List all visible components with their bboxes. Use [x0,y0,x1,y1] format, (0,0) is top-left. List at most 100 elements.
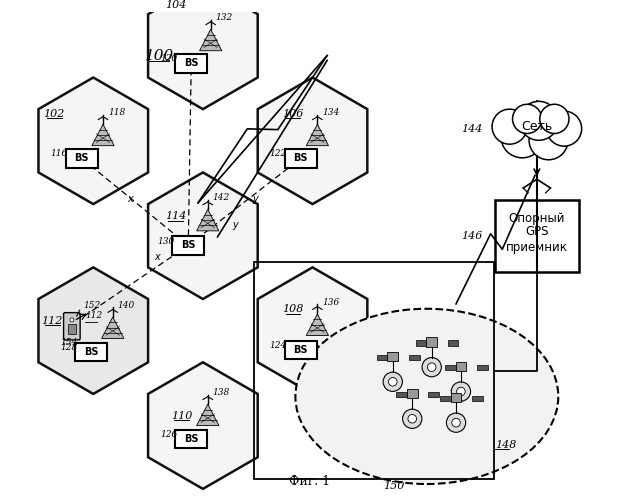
Text: Сеть: Сеть [521,120,552,133]
Circle shape [513,104,542,134]
Bar [396,392,407,398]
Circle shape [492,109,527,144]
Text: 102: 102 [43,108,65,118]
Text: 114: 114 [165,211,187,221]
FancyBboxPatch shape [285,341,317,359]
Polygon shape [306,124,329,146]
Text: BS: BS [84,347,99,357]
Polygon shape [306,314,329,336]
Text: 122: 122 [270,150,287,158]
Bar [377,355,388,360]
Text: 148: 148 [495,440,516,450]
Circle shape [452,418,460,427]
Text: 152: 152 [84,302,101,310]
Text: 120: 120 [160,54,177,64]
Text: 132: 132 [216,13,232,22]
Bar [68,324,76,334]
Text: BS: BS [184,58,198,68]
Polygon shape [197,404,219,425]
Polygon shape [200,30,222,50]
Text: 100: 100 [144,48,174,62]
Text: 144: 144 [461,124,483,134]
Circle shape [70,318,74,322]
Text: 108: 108 [282,304,304,314]
Text: 134: 134 [322,108,340,117]
Text: BS: BS [294,154,308,164]
Text: 118: 118 [108,108,125,117]
Ellipse shape [295,308,558,484]
Text: 130: 130 [157,236,174,246]
Bar [409,355,420,360]
Bar [407,389,418,398]
Text: 112: 112 [42,316,63,326]
Polygon shape [148,0,258,109]
Text: 110: 110 [170,411,192,421]
Bar [415,340,427,345]
Text: 126: 126 [160,430,177,440]
Text: 116: 116 [50,150,68,158]
FancyBboxPatch shape [75,343,107,361]
Polygon shape [38,268,148,394]
Text: BS: BS [181,240,195,250]
Text: x: x [154,252,160,262]
Circle shape [402,409,422,428]
Circle shape [529,121,568,160]
Bar [472,396,483,401]
Text: GPS: GPS [525,226,549,238]
Text: x: x [127,194,133,204]
Text: Фиг. 1: Фиг. 1 [290,474,330,488]
Circle shape [389,378,397,386]
Text: 124: 124 [270,341,287,350]
Circle shape [422,358,441,377]
Text: y: y [252,194,258,204]
Bar [477,364,488,370]
Polygon shape [102,317,124,338]
Circle shape [383,372,402,392]
Polygon shape [258,268,367,394]
Circle shape [547,111,582,146]
Bar [254,262,494,479]
FancyBboxPatch shape [175,54,207,72]
Text: Опорный: Опорный [508,212,565,224]
FancyBboxPatch shape [64,312,80,340]
Text: 104: 104 [165,0,187,10]
Circle shape [540,104,569,134]
Text: 142: 142 [213,193,230,202]
Text: 150: 150 [384,481,405,491]
FancyBboxPatch shape [285,149,317,168]
Circle shape [408,414,417,423]
Text: 140: 140 [118,300,135,310]
Bar [440,396,451,401]
Bar [427,337,437,347]
Text: 112: 112 [86,311,103,320]
Text: BS: BS [74,154,89,164]
FancyBboxPatch shape [495,200,579,272]
Text: 136: 136 [322,298,340,306]
Text: 146: 146 [461,230,483,240]
Polygon shape [148,362,258,489]
FancyBboxPatch shape [175,430,207,448]
Circle shape [446,413,466,432]
Text: приемник: приемник [506,241,568,254]
Bar [456,362,466,371]
Text: 138: 138 [213,388,230,396]
Bar [445,364,456,370]
FancyBboxPatch shape [66,149,98,168]
Polygon shape [197,210,219,231]
Bar [448,340,458,345]
Polygon shape [92,124,114,146]
Circle shape [427,363,436,372]
Bar [451,392,461,402]
FancyBboxPatch shape [172,236,205,255]
Bar [388,352,398,362]
Circle shape [520,102,558,140]
Text: 154: 154 [60,338,78,347]
Text: 106: 106 [282,108,304,118]
Polygon shape [148,172,258,299]
Circle shape [501,115,544,158]
Text: BS: BS [294,345,308,355]
Polygon shape [258,78,367,204]
Bar [428,392,439,398]
Polygon shape [38,78,148,204]
Text: 128: 128 [60,343,78,352]
